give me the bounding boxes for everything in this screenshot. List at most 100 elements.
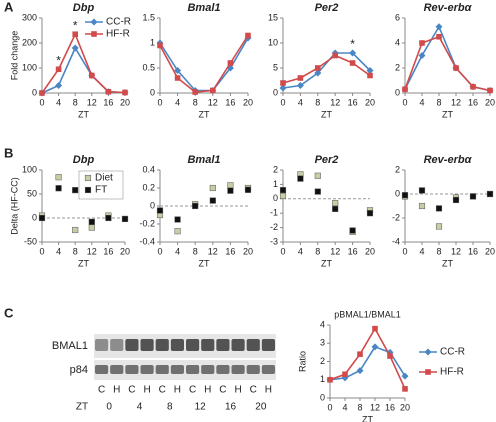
- lane-label: C: [98, 385, 105, 396]
- panel-label: A: [4, 0, 14, 14]
- x-axis-label: ZT: [78, 109, 89, 119]
- x-tick-label: 8: [193, 97, 198, 107]
- panel-label: B: [4, 145, 13, 160]
- marker: [387, 353, 393, 359]
- marker: [356, 367, 364, 375]
- x-tick-label: 20: [365, 246, 375, 256]
- marker: [245, 32, 251, 39]
- marker: [280, 80, 286, 86]
- y-tick-label: -2: [392, 212, 400, 222]
- y-tick-label: -2: [270, 222, 278, 232]
- blot-band: [231, 365, 245, 374]
- blot-band: [186, 365, 200, 374]
- series-line: [159, 35, 249, 93]
- x-tick-label: 0: [157, 246, 162, 256]
- marker: [55, 185, 62, 192]
- y-tick-label: -0.4: [139, 236, 155, 246]
- x-tick-label: 4: [298, 246, 303, 256]
- x-tick-label: 0: [39, 97, 44, 107]
- marker: [89, 72, 95, 79]
- x-tick-label: 8: [436, 246, 441, 256]
- marker: [402, 86, 408, 93]
- x-tick-label: 8: [73, 246, 78, 256]
- marker: [418, 52, 426, 59]
- x-axis-label: ZT: [199, 258, 210, 268]
- x-tick-label: 4: [175, 97, 180, 107]
- x-tick-label: 20: [243, 97, 253, 107]
- marker: [419, 40, 425, 46]
- blot-band: [95, 365, 109, 374]
- y-tick-label: 2: [395, 164, 400, 174]
- lane-label: C: [128, 385, 135, 396]
- annotation: *: [73, 18, 78, 32]
- blot-band: [246, 365, 260, 374]
- lane-label: C: [159, 385, 166, 396]
- blot-band: [261, 365, 275, 374]
- y-axis-label: Delta (HF-CC): [9, 177, 19, 235]
- x-tick-label: 16: [468, 97, 478, 107]
- x-tick-label: 16: [385, 402, 395, 412]
- x-axis-label: ZT: [442, 258, 453, 268]
- marker: [436, 33, 442, 40]
- marker: [327, 376, 333, 383]
- y-axis-label: Fold change: [9, 31, 19, 81]
- x-tick-label: 0: [39, 246, 44, 256]
- x-tick-label: 16: [225, 246, 235, 256]
- marker: [315, 65, 321, 71]
- marker: [435, 205, 443, 212]
- marker: [342, 371, 348, 378]
- x-tick-label: 4: [419, 97, 424, 107]
- marker: [470, 83, 476, 90]
- y-tick-label: 0: [320, 392, 325, 402]
- blot-band: [170, 339, 184, 351]
- marker: [314, 172, 321, 179]
- blot-band: [110, 339, 124, 351]
- blot-band: [95, 339, 109, 351]
- y-tick-label: 1.5: [142, 12, 155, 22]
- x-tick-label: 12: [451, 97, 461, 107]
- legend-label: Diet: [95, 173, 113, 184]
- x-tick-label: 0: [402, 97, 407, 107]
- marker: [157, 42, 163, 49]
- marker: [296, 82, 304, 89]
- marker: [105, 214, 112, 222]
- marker: [418, 202, 426, 210]
- x-tick-label: 16: [103, 97, 113, 107]
- x-axis-label: ZT: [442, 109, 453, 119]
- legend-label: HF-R: [440, 367, 464, 378]
- zt-value: 8: [167, 402, 173, 413]
- marker: [371, 343, 379, 351]
- marker: [402, 386, 408, 392]
- series-line: [41, 32, 126, 94]
- marker: [372, 325, 378, 332]
- y-tick-label: 1: [273, 179, 278, 189]
- marker: [487, 87, 493, 94]
- blot-band: [140, 339, 154, 351]
- marker: [227, 182, 234, 189]
- marker: [349, 60, 356, 66]
- x-tick-label: 12: [87, 97, 97, 107]
- y-tick-label: -3: [270, 236, 278, 246]
- marker: [332, 200, 339, 207]
- marker: [174, 228, 181, 235]
- chart-title: Dbp: [73, 154, 95, 166]
- x-tick-label: 0: [280, 97, 285, 107]
- blot-band: [201, 339, 215, 351]
- y-tick-label: 300: [22, 12, 37, 22]
- marker: [71, 44, 79, 52]
- x-axis-label: ZT: [321, 109, 332, 119]
- series-line: [404, 24, 491, 92]
- marker: [88, 218, 95, 225]
- y-tick-label: 4: [320, 319, 325, 329]
- legend-label: CC-R: [106, 17, 131, 28]
- y-tick-label: -50: [24, 236, 37, 246]
- y-tick-label: 1: [320, 374, 325, 384]
- series-line: [159, 37, 249, 92]
- y-tick-label: 0.4: [142, 164, 155, 174]
- x-axis-label: ZT: [321, 258, 332, 268]
- y-tick-label: 0.2: [142, 182, 155, 192]
- legend-marker: [84, 174, 92, 182]
- marker: [209, 184, 216, 192]
- chart-title: Dbp: [73, 2, 95, 14]
- lane-label: H: [265, 385, 272, 396]
